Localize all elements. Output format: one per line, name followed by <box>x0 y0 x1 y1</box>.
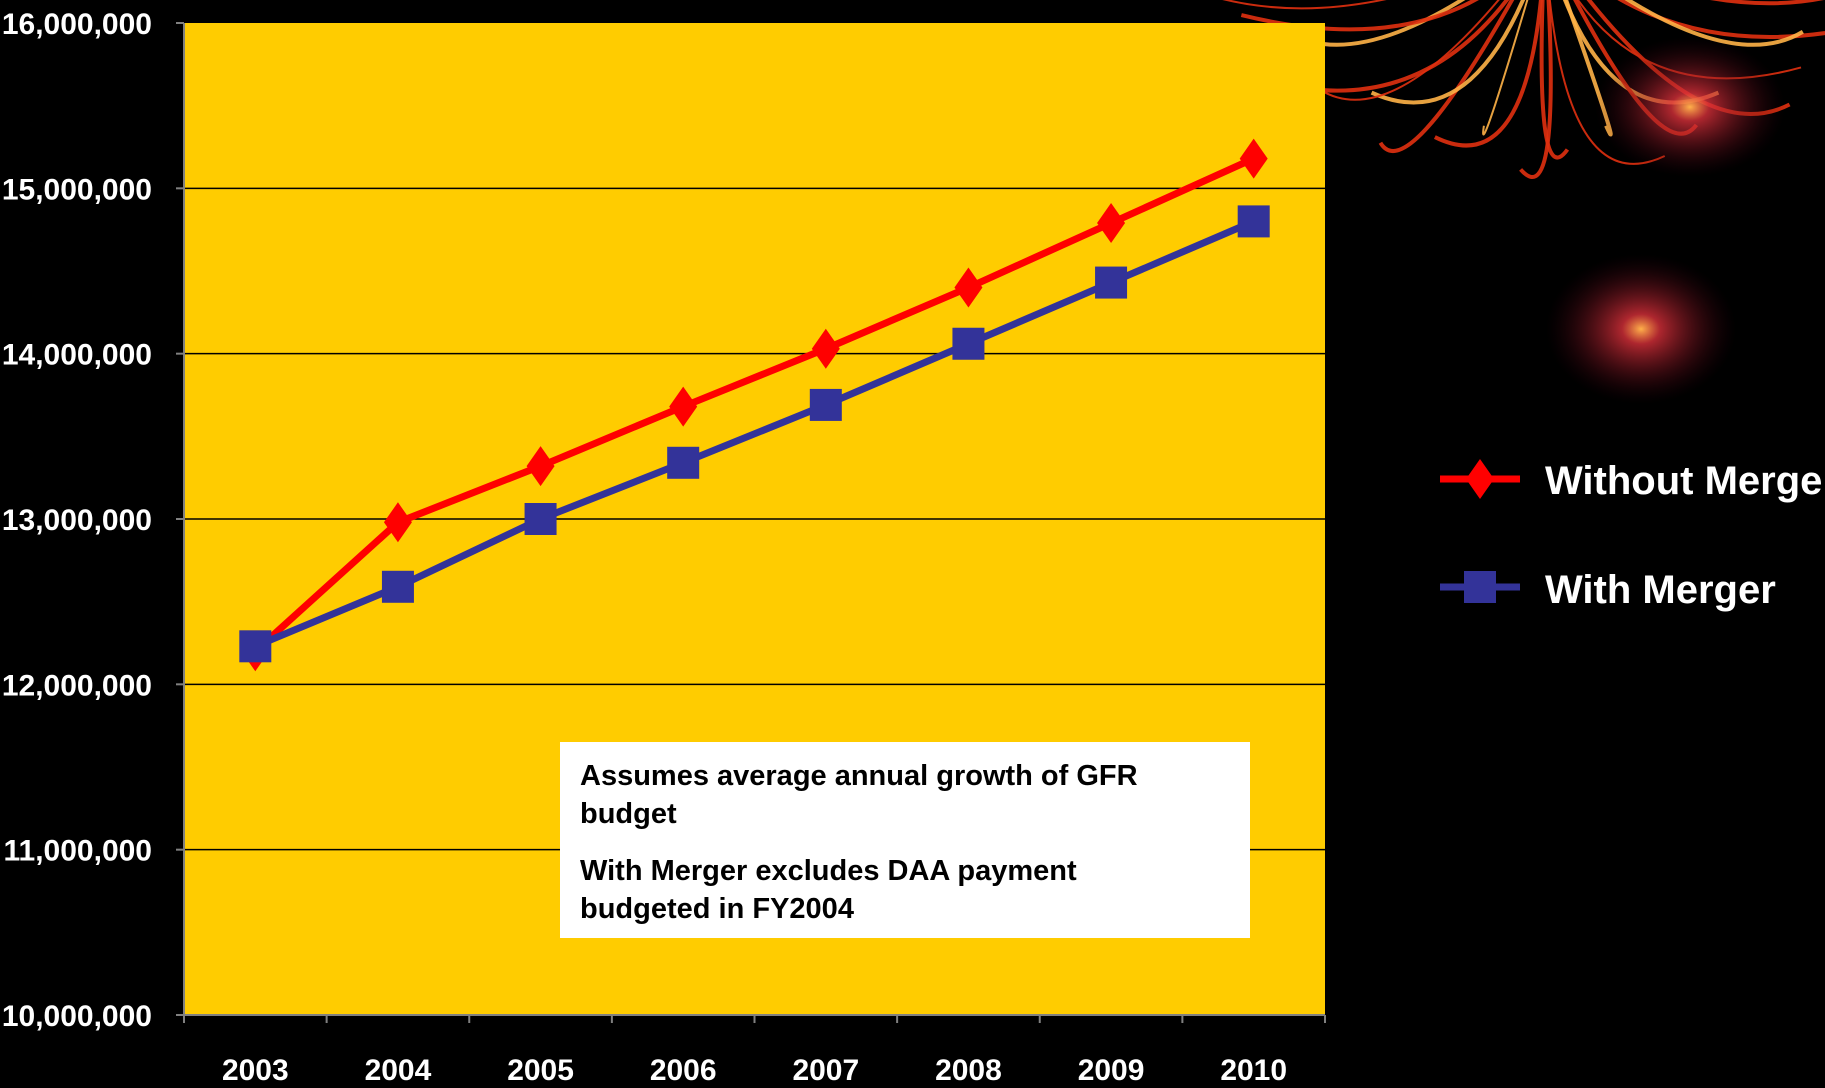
note-line-3: With Merger excludes DAA payment <box>580 855 1077 887</box>
data-point-with-merger <box>381 570 414 603</box>
legend-marker <box>1464 571 1496 603</box>
data-point-with-merger <box>952 327 985 360</box>
legend-label-without-merger: Without Merger <box>1545 459 1825 503</box>
note-line-2: budget <box>580 798 677 830</box>
legend-label-with-merger: With Merger <box>1545 568 1776 612</box>
y-tick-label: 15,000,000 <box>2 173 152 206</box>
firework-streak <box>1519 0 1553 179</box>
data-point-without-merger <box>954 267 983 308</box>
data-point-without-merger <box>811 328 840 369</box>
firework-streak <box>1370 0 1526 105</box>
legend-item-without-merger: Without Merger <box>1440 459 1825 503</box>
x-axis-ticks: 2003 2004 2005 2006 2007 2008 2009 2010 <box>183 1015 1326 1087</box>
data-point-with-merger <box>1237 205 1270 238</box>
x-tick-label: 2003 <box>222 1054 289 1087</box>
firework-streak <box>1482 0 1529 136</box>
firework-streak <box>1378 0 1515 153</box>
x-tick-label: 2009 <box>1078 1054 1145 1087</box>
y-tick-label: 14,000,000 <box>2 339 152 372</box>
firework-streak <box>1319 0 1500 101</box>
y-tick-label: 13,000,000 <box>2 504 152 537</box>
data-point-without-merger <box>669 386 698 427</box>
data-point-without-merger <box>1097 203 1126 244</box>
note-box: Assumes average annual growth of GFR bud… <box>560 742 1250 938</box>
y-tick-label: 11,000,000 <box>4 835 153 868</box>
x-tick-label: 2007 <box>792 1054 859 1087</box>
x-tick-label: 2006 <box>650 1054 717 1087</box>
series-line-without-merger <box>252 155 1256 654</box>
y-tick-label: 10,000,000 <box>2 1000 152 1033</box>
note-line-1: Assumes average annual growth of GFR <box>580 760 1138 792</box>
data-point-with-merger <box>1095 266 1128 299</box>
x-tick-label: 2005 <box>507 1054 574 1087</box>
firework-streak <box>1433 0 1543 148</box>
firework-glow <box>1595 37 1785 177</box>
note-background <box>560 742 1250 938</box>
note-line-4: budgeted in FY2004 <box>580 893 854 925</box>
y-axis-ticks: 10,000,000 11,000,000 12,000,000 13,000,000… <box>2 8 184 1033</box>
firework-streak <box>1617 0 1825 39</box>
legend-marker <box>1466 459 1494 499</box>
x-tick-label: 2010 <box>1220 1054 1287 1087</box>
data-point-with-merger <box>667 446 700 479</box>
data-point-with-merger <box>809 388 842 421</box>
legend-item-with-merger: With Merger <box>1440 568 1776 612</box>
firework-streak <box>1624 0 1804 47</box>
data-point-without-merger <box>1239 138 1268 179</box>
y-tick-label: 16,000,000 <box>2 8 152 41</box>
x-tick-label: 2008 <box>935 1054 1002 1087</box>
series <box>239 138 1270 672</box>
data-point-with-merger <box>239 630 272 663</box>
firework-glow <box>1546 254 1736 404</box>
x-tick-label: 2004 <box>365 1054 432 1087</box>
legend: Without Merger With Merger <box>1440 459 1825 612</box>
firework-streak <box>1222 0 1387 10</box>
data-point-with-merger <box>524 503 557 535</box>
series-with-merger <box>239 205 1270 663</box>
data-point-without-merger <box>383 502 412 543</box>
series-line-with-merger <box>253 218 1256 650</box>
data-point-without-merger <box>526 446 555 487</box>
y-tick-label: 12,000,000 <box>2 669 152 702</box>
